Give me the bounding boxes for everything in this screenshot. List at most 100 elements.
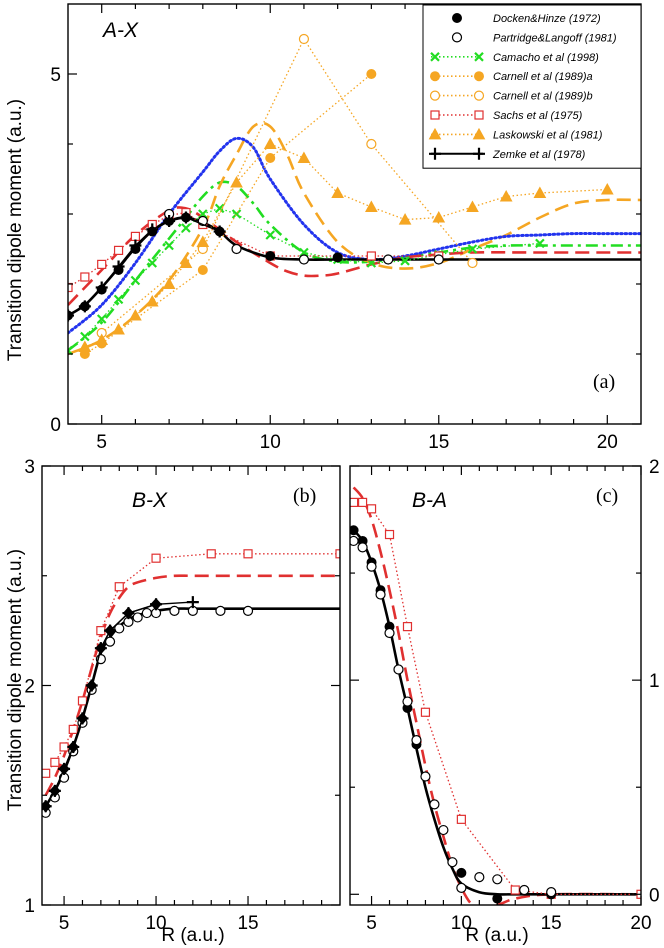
panel-a-sachs-et-al-1975-point-10 xyxy=(366,251,376,261)
panel-a-laskowski-et-al-1981-point-9 xyxy=(263,137,277,149)
legend-entry-carnell-et-al-1989-a: Carnell et al (1989)a xyxy=(430,71,593,83)
panel-c-curve-4 xyxy=(352,529,641,896)
panel-a-zemke-et-al-1978-point-5 xyxy=(146,223,159,236)
panel-a-sachs-et-al-1975-point-3 xyxy=(113,245,124,255)
panel-a-axes: 5 10 15 20 0 5 xyxy=(50,3,642,453)
panel-b-sachs-et-al-1975-point-4 xyxy=(77,696,88,706)
legend-marker xyxy=(472,127,486,140)
panel-b-zemke-et-al-1978-point-7 xyxy=(104,624,117,637)
panel-c-partridge-langoff-1981-point-16 xyxy=(546,887,557,898)
panel-b-zemke-et-al-1978-point-4 xyxy=(76,712,89,725)
panel-b-sachs-et-al-1975-point-0 xyxy=(42,768,51,778)
panel-c-partridge-langoff-1981-point-1 xyxy=(357,542,368,553)
panel-b-sachs-et-al-1975-point-5 xyxy=(96,626,106,636)
panel-b-zemke-et-al-1978-point-10 xyxy=(186,596,199,609)
panel-a-carnell-et-al-1989-b-point-3 xyxy=(366,138,377,150)
legend-marker xyxy=(473,90,485,101)
panel-a-laskowski-et-al-1981-point-18 xyxy=(600,182,614,195)
panel-a-camacho-et-al-1998-point-4 xyxy=(130,275,141,286)
panel-c-partridge-langoff-1981-point-12 xyxy=(456,882,467,893)
panel-a-camacho-et-al-1998-point-18 xyxy=(535,238,545,249)
panel-a-laskowski-et-al-1981-point-14 xyxy=(432,210,446,223)
legend-marker xyxy=(428,127,442,140)
panel-c-sachs-et-al-1975-point-3 xyxy=(384,529,395,540)
panel-c-partridge-langoff-1981-point-2 xyxy=(366,561,377,572)
panel-a-zemke-et-al-1978-point-7 xyxy=(179,211,192,224)
legend-label: Carnell et al (1989)a xyxy=(493,71,593,83)
panel-c-curve-3 xyxy=(352,486,641,905)
panel-b-sachs-et-al-1975-point-6 xyxy=(114,582,124,592)
panel-c-partridge-langoff-1981-point-6 xyxy=(402,696,413,707)
legend-box xyxy=(422,4,642,169)
panel-a-zemke-et-al-1978-point-4 xyxy=(129,239,142,252)
panel-c-axes: 5 10 15 20 0 1 2 xyxy=(349,457,660,934)
panel-b-sachs-et-al-1975-point-8 xyxy=(206,549,216,559)
panel-c-docken-hinze-1972-point-0 xyxy=(350,525,359,536)
panel-b-sachs-et-al-1975-point-2 xyxy=(59,742,69,752)
panel-a-zemke-et-al-1978-line xyxy=(68,216,220,317)
panel-b-partridge-langoff-1981-point-7 xyxy=(104,636,116,647)
panel-c-sachs-et-al-1975-point-1 xyxy=(357,497,368,508)
panel-b-ytick-label: 3 xyxy=(24,457,35,478)
panel-a-camacho-et-al-1998-point-5 xyxy=(147,258,158,268)
panel-a-camacho-et-al-1998-line xyxy=(68,207,540,351)
legend-marker xyxy=(473,147,485,160)
panel-b-sachs-et-al-1975-point-9 xyxy=(243,549,253,559)
panel-c-frame xyxy=(349,465,642,906)
panel-a-camacho-et-al-1998-point-11 xyxy=(265,230,276,240)
panel-a-sachs-et-al-1975-point-1 xyxy=(80,272,90,282)
panel-c-ytick-label: 0 xyxy=(649,885,660,906)
panel-a-sachs-et-al-1975-line xyxy=(68,211,439,289)
panel-b-partridge-langoff-1981-point-13 xyxy=(169,605,180,616)
panel-a-laskowski-et-al-1981-point-4 xyxy=(145,294,159,307)
panel-a-carnell-et-al-1989-b-point-2 xyxy=(298,33,310,45)
panel-a-laskowski-et-al-1981-point-7 xyxy=(196,235,210,247)
panel-b-axes: 5 10 15 1 2 3 xyxy=(24,457,341,934)
panel-b-zemke-et-al-1978-point-5 xyxy=(85,679,98,692)
legend-marker xyxy=(474,52,484,62)
panel-c-sachs-et-al-1975-line xyxy=(353,501,641,895)
panel-c-xtick-label: 15 xyxy=(541,913,562,934)
panel-a-carnell-et-al-1989-a-point-4 xyxy=(366,69,377,79)
legend-entry-laskowski-et-al-1981: Laskowski et al (1981) xyxy=(428,127,603,141)
panel-a-partridge-langoff-1981-point-4 xyxy=(383,254,394,265)
panel-b-zemke-et-al-1978-point-6 xyxy=(94,642,107,655)
panel-c-xtick-label: 5 xyxy=(366,913,377,934)
panel-b-zemke-et-al-1978-point-3 xyxy=(67,740,80,753)
panel-c-docken-hinze-1972-point-8 xyxy=(456,867,467,878)
panel-c-xlabel: R (a.u.) xyxy=(465,925,528,946)
panel-a-camacho-et-al-1998-point-2 xyxy=(96,314,107,324)
panel-c-partridge-langoff-1981-point-11 xyxy=(447,857,458,868)
legend-label: Partridge&Langoff (1981) xyxy=(493,32,617,44)
panel-a-zemke-et-al-1978-point-2 xyxy=(95,281,108,294)
panel-b-zemke-et-al-1978-point-2 xyxy=(58,762,71,775)
panel-c-title: B-A xyxy=(412,489,447,512)
panel-b-ytick-label: 2 xyxy=(24,677,35,698)
panel-a-laskowski-et-al-1981-point-5 xyxy=(162,277,176,289)
panel-c-sachs-et-al-1975-point-5 xyxy=(420,707,431,717)
panel-c-sachs-et-al-1975-point-2 xyxy=(366,504,377,514)
legend-label: Zemke et al (1978) xyxy=(492,149,586,161)
panel-b-label: (b) xyxy=(293,485,316,507)
panel-c-partridge-langoff-1981-point-9 xyxy=(429,799,440,810)
legend-label: Camacho et al (1998) xyxy=(493,52,599,64)
panel-a-ytick-label: 0 xyxy=(50,415,61,436)
panel-a-zemke-et-al-1978-point-1 xyxy=(78,300,91,313)
panel-a-laskowski-et-al-1981-point-8 xyxy=(230,175,243,188)
panel-c-sachs-et-al-1975-point-7 xyxy=(510,885,520,895)
panel-a-camacho-et-al-1998-point-0 xyxy=(68,345,73,356)
legend-marker xyxy=(429,90,441,101)
panel-a-xtick-label: 10 xyxy=(260,432,281,453)
panel-a-docken-hinze-1972-point-10 xyxy=(332,252,343,263)
legend-marker xyxy=(430,52,440,62)
panel-c-partridge-langoff-1981-point-3 xyxy=(375,589,386,600)
legend: Docken&Hinze (1972) Partridge&Langoff (19… xyxy=(422,4,642,169)
panel-b-sachs-et-al-1975-point-10 xyxy=(335,549,340,559)
panel-c-sachs-et-al-1975-point-6 xyxy=(456,814,466,824)
panel-a-partridge-langoff-1981-point-2 xyxy=(231,243,242,255)
panel-b-ytick-label: 1 xyxy=(24,896,35,917)
panel-b-partridge-langoff-1981-point-16 xyxy=(242,605,254,616)
panel-a-carnell-et-al-1989-a-point-3 xyxy=(265,153,276,163)
panel-b-curve-5 xyxy=(44,607,340,807)
panel-c-partridge-langoff-1981-point-13 xyxy=(474,872,485,883)
